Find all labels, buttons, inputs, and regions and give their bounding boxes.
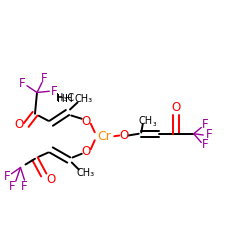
Text: CH₃: CH₃ [74,94,92,104]
Text: O: O [82,115,91,128]
Text: F: F [50,85,57,98]
Text: CH₃: CH₃ [77,168,95,177]
Text: O: O [172,101,181,114]
Text: F: F [4,170,10,183]
Text: F: F [21,180,28,193]
Text: O: O [14,118,24,132]
Text: F: F [202,138,208,151]
Text: O: O [82,145,91,158]
Text: O: O [46,173,56,186]
Text: F: F [9,180,15,193]
Text: O: O [119,129,128,142]
Text: F: F [206,128,212,141]
Text: Cr: Cr [97,130,111,143]
Text: H: H [57,94,64,104]
Text: CH: CH [138,116,152,126]
Text: H: H [65,94,72,104]
Text: F: F [41,72,48,85]
Text: F: F [202,118,208,132]
Text: ₃: ₃ [153,119,156,128]
Text: H₃C: H₃C [56,93,74,103]
Text: F: F [19,77,26,90]
